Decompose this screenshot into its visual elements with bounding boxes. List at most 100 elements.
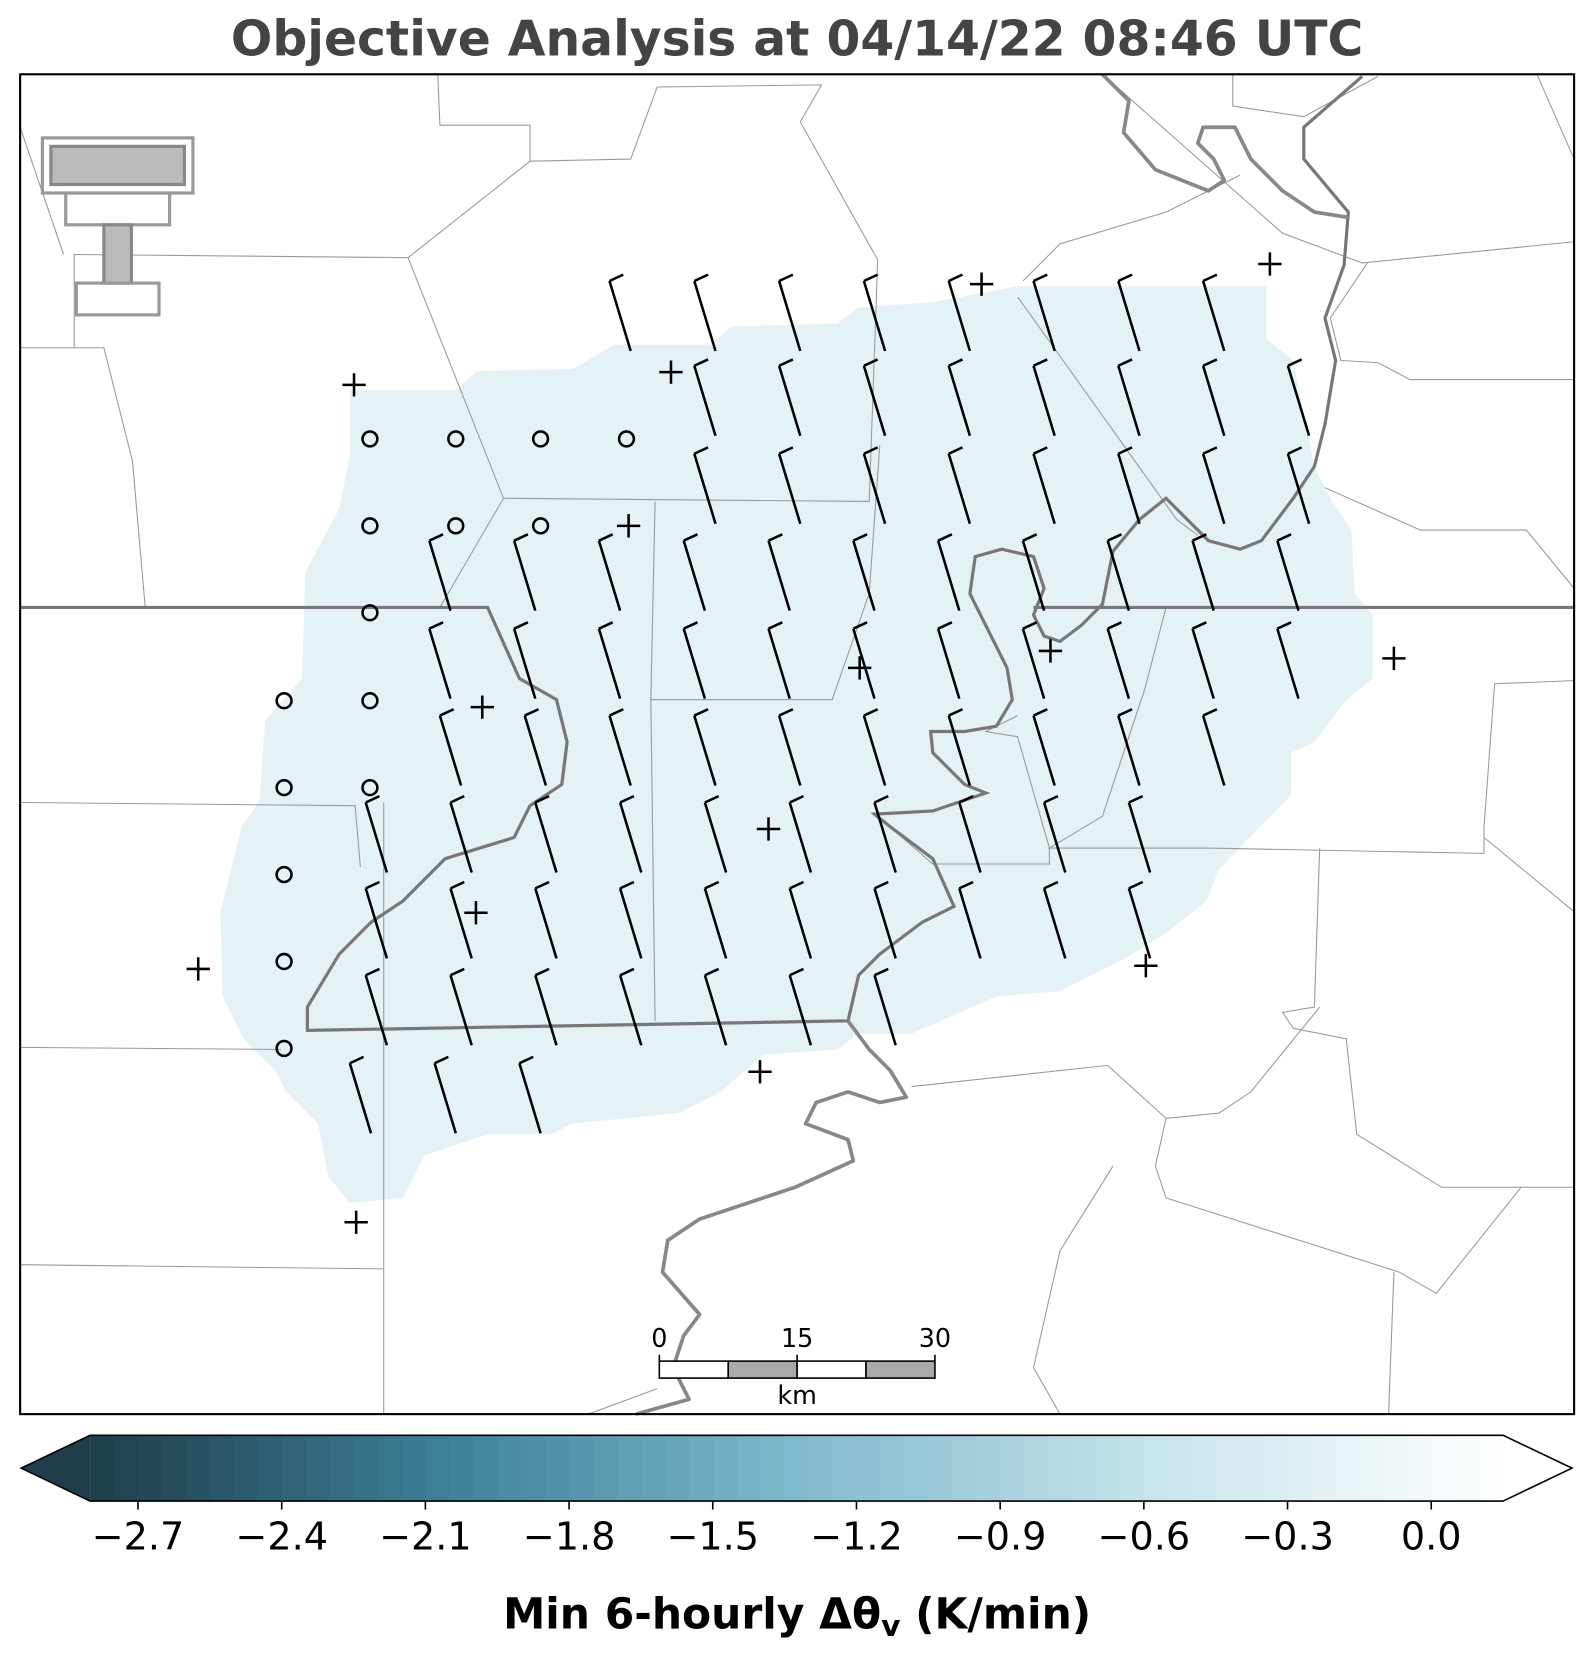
- wind-barb: [1106, 533, 1131, 612]
- wind-barb: [1117, 708, 1141, 786]
- wind-barb: [788, 880, 813, 959]
- wind-barb: [608, 273, 632, 352]
- wind-barb: [597, 621, 622, 699]
- wind-barb: [618, 967, 643, 1046]
- station-plus: [1258, 252, 1282, 276]
- station-circle: [275, 952, 293, 971]
- wind-barb: [534, 794, 558, 873]
- wind-barb: [936, 533, 961, 612]
- station-circle: [275, 778, 293, 797]
- wind-barb: [703, 967, 728, 1046]
- station-circle: [361, 778, 379, 797]
- colorbar-tick-label: −1.5: [666, 1515, 759, 1559]
- colorbar-label-part: v: [881, 1608, 900, 1643]
- wind-barb: [862, 446, 887, 525]
- station-plus: [616, 514, 641, 538]
- wind-barb: [958, 880, 982, 959]
- wind-barb: [1201, 708, 1226, 786]
- colorbar-segment: [1263, 1435, 1289, 1502]
- station-circle: [275, 865, 293, 884]
- wind-barb: [1201, 358, 1226, 437]
- colorbar-tick-label: −1.2: [810, 1515, 903, 1559]
- station-circle: [361, 517, 379, 535]
- wind-barb: [433, 1055, 458, 1134]
- river: [1101, 72, 1349, 220]
- station-plus: [1038, 639, 1063, 663]
- colorbar-segment: [616, 1435, 642, 1502]
- colorbar-segment: [1191, 1435, 1217, 1502]
- wind-barb: [1191, 621, 1215, 699]
- colorbar-extend-high: [1503, 1435, 1572, 1502]
- colorbar: −2.7 −2.4 −2.1 −1.8 −1.5 −1.2 −0.9 −0.6 −0.3 0.0 M…: [19, 1434, 1574, 1643]
- scale-segment: [865, 1360, 936, 1379]
- wind-barbs: [348, 273, 1311, 1134]
- wind-barb: [862, 358, 887, 437]
- map-frame: [19, 73, 1576, 1416]
- colorbar-segment: [1095, 1435, 1121, 1502]
- wind-barb: [618, 794, 643, 873]
- title: Objective Analysis at 04/14/22 08:46 UTC: [231, 11, 1363, 67]
- wind-barb: [518, 1055, 542, 1134]
- station-plus: [470, 695, 494, 719]
- colorbar-tick-label: 0.0: [1401, 1515, 1462, 1559]
- colorbar-tick-label: −0.9: [954, 1515, 1047, 1559]
- colorbar-segment: [1000, 1435, 1025, 1502]
- station-plus: [342, 373, 366, 397]
- colorbar-segment: [90, 1435, 115, 1502]
- wind-barb: [682, 621, 707, 699]
- colorbar-segment: [760, 1435, 786, 1502]
- colorbar-label-part: Min 6-hourly Δθ: [503, 1589, 881, 1638]
- wind-barb: [1191, 533, 1215, 612]
- wind-barb: [364, 967, 389, 1046]
- wind-barb: [788, 794, 813, 873]
- wind-barb: [703, 794, 728, 873]
- colorbar-segment: [1024, 1435, 1049, 1502]
- wind-barb: [1127, 794, 1152, 873]
- wind-barb: [438, 708, 463, 786]
- station-plus: [1134, 954, 1158, 978]
- scale-unit: km: [777, 1380, 817, 1410]
- colorbar-segment: [856, 1435, 882, 1502]
- river: [635, 1019, 909, 1416]
- wind-barb: [364, 880, 389, 959]
- station-plus: [344, 1210, 368, 1234]
- colorbar-segment: [1407, 1435, 1432, 1502]
- scale-segment: [796, 1360, 867, 1379]
- wind-barb: [873, 794, 897, 873]
- colorbar-segment: [1239, 1435, 1265, 1502]
- wind-barb: [1032, 358, 1056, 437]
- station-plus: [748, 1060, 772, 1084]
- wind-barb: [767, 621, 791, 699]
- colorbar-segment: [233, 1435, 259, 1502]
- wind-barb: [936, 621, 961, 699]
- wind-barb: [693, 708, 717, 786]
- scale-tick-label: 0: [651, 1323, 667, 1353]
- station-circle: [447, 430, 465, 448]
- wind-barb: [947, 273, 972, 352]
- wind-barb: [1042, 880, 1067, 959]
- wind-barb: [512, 621, 537, 699]
- wind-barb: [873, 880, 897, 959]
- colorbar-tick-label: −2.1: [379, 1515, 472, 1559]
- station-circle: [531, 430, 550, 448]
- wind-barb: [1042, 794, 1067, 873]
- station-circle: [275, 1039, 293, 1058]
- wind-barb: [1286, 358, 1311, 437]
- colorbar-segment: [1383, 1435, 1408, 1502]
- colorbar-segment: [1119, 1435, 1145, 1502]
- wind-barb: [523, 708, 548, 786]
- wind-barb: [449, 967, 473, 1046]
- wind-barb: [1201, 273, 1226, 352]
- wind-barb: [608, 708, 632, 786]
- wind-barb: [1032, 708, 1056, 786]
- wind-barb: [1127, 880, 1152, 959]
- station-circle: [361, 604, 379, 622]
- wind-barb: [1021, 621, 1046, 699]
- station-plus: [186, 957, 210, 981]
- analysis-shading: [220, 286, 1373, 1204]
- wind-barb: [862, 708, 887, 786]
- wind-barb: [873, 967, 897, 1046]
- wind-barb: [364, 794, 389, 873]
- wind-barb: [348, 1055, 373, 1134]
